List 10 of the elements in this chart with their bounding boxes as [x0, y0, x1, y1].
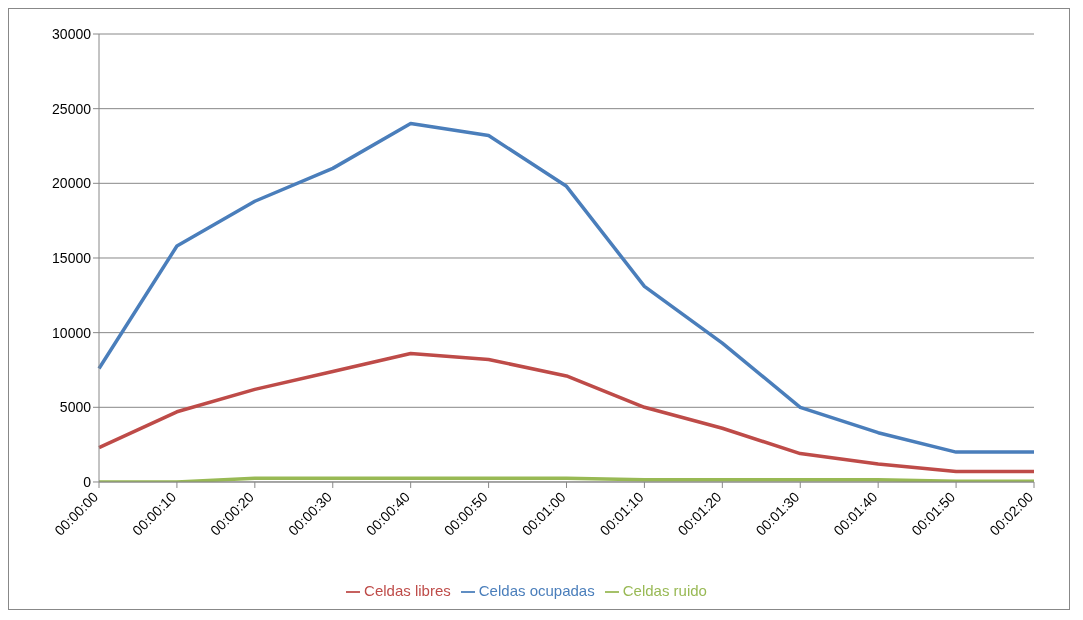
legend-label: Celdas ocupadas	[478, 581, 595, 599]
legend-label: Celdas libres	[364, 581, 451, 599]
y-tick-label: 20000	[52, 175, 92, 192]
y-tick-label: 0	[83, 473, 92, 490]
y-tick-label: 5000	[59, 399, 92, 416]
y-tick-label: 15000	[52, 249, 92, 266]
legend-label: Celdas ruido	[622, 581, 707, 599]
y-tick-label: 30000	[52, 25, 92, 42]
y-tick-label: 10000	[52, 324, 92, 341]
y-tick-label: 25000	[52, 100, 92, 117]
